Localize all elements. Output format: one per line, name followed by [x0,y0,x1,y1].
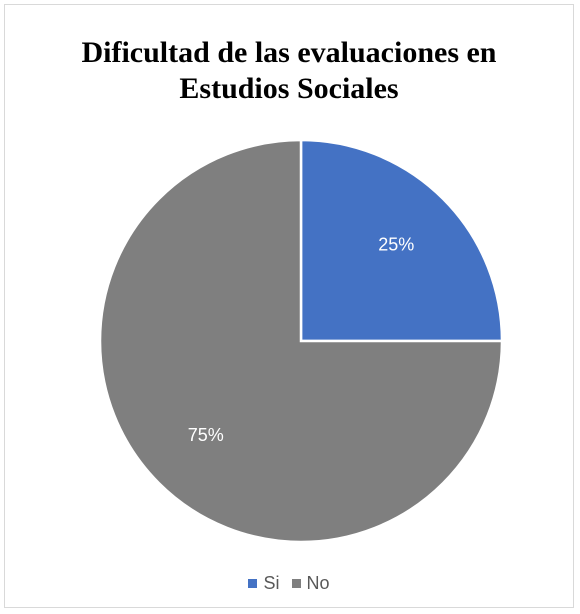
legend-item-si: Si [248,573,280,594]
chart-title: Dificultad de las evaluaciones en Estudi… [5,35,573,107]
data-label-si: 25% [378,235,414,255]
data-label-no: 75% [188,425,224,445]
legend-label-si: Si [263,573,280,593]
pie-chart: 25% 75% [98,138,504,544]
chart-title-line-1: Dificultad de las evaluaciones en [81,36,497,69]
legend-swatch-no [291,579,301,588]
chart-title-line-2: Estudios Sociales [179,72,399,105]
chart-area: Dificultad de las evaluaciones en Estudi… [4,4,574,608]
legend-item-no: No [291,573,330,594]
pie-slice-si [299,138,504,343]
legend-swatch-si [248,579,258,588]
legend-label-no: No [306,573,330,593]
pie-slice-no [98,138,504,544]
chart-legend: Si No [5,573,573,594]
